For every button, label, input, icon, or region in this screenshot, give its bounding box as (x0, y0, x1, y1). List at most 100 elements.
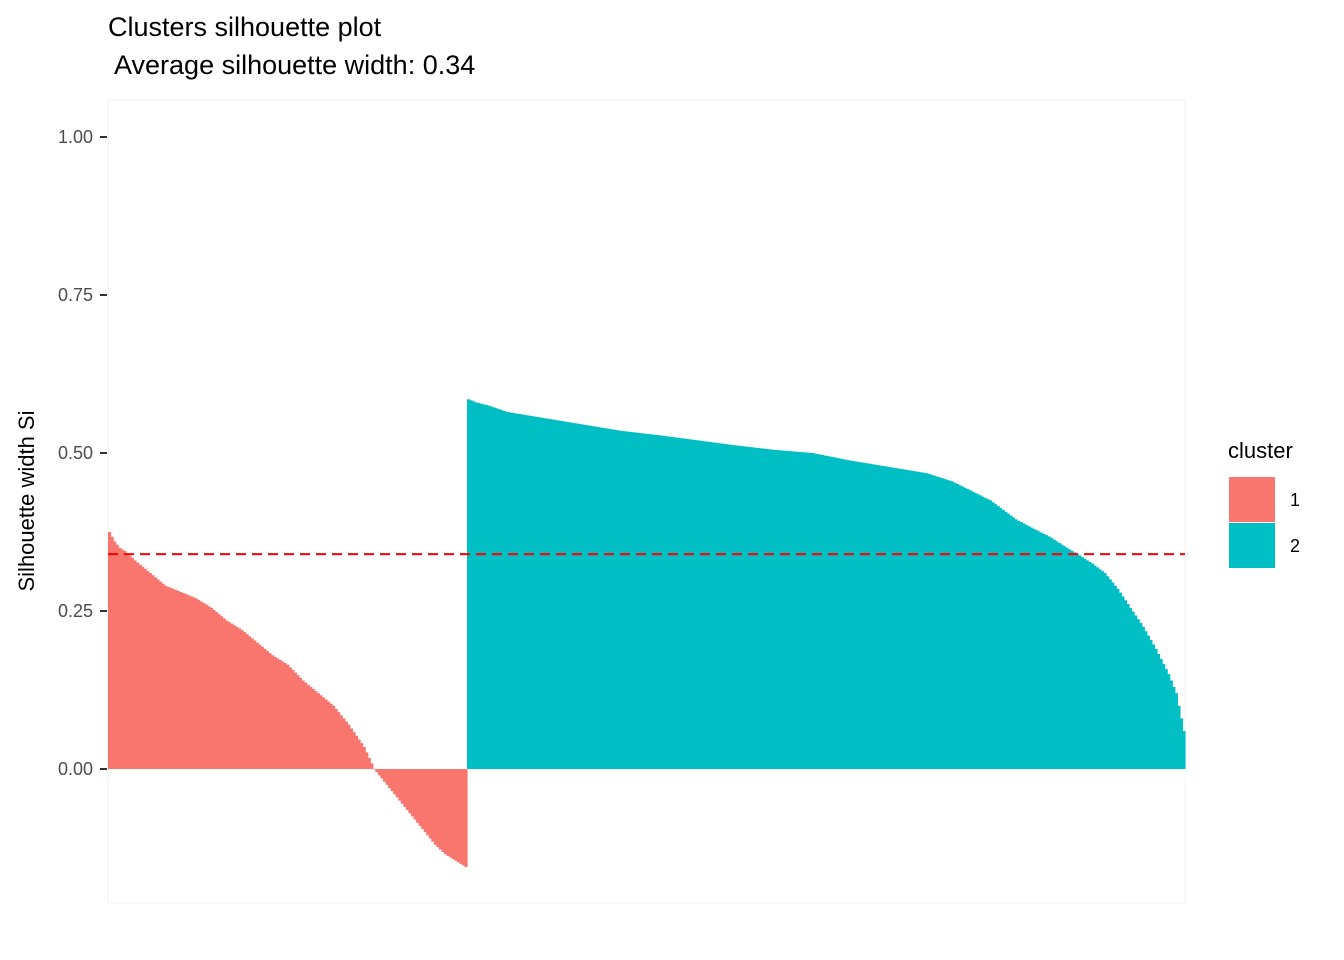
bar-cluster-2 (545, 418, 550, 769)
bar-cluster-2 (1037, 531, 1041, 769)
bar-cluster-1 (166, 586, 170, 769)
legend-swatch-2 (1229, 523, 1275, 568)
bar-cluster-2 (752, 447, 756, 769)
bar-cluster-1 (270, 655, 275, 769)
bar-cluster-2 (772, 449, 776, 769)
bar-cluster-2 (800, 452, 804, 769)
bar-cluster-2 (635, 432, 639, 769)
bar-cluster-2 (1169, 680, 1173, 769)
bar-cluster-2 (856, 461, 860, 769)
bar-cluster-2 (1179, 718, 1184, 769)
bar-cluster-2 (1088, 561, 1092, 769)
bar-cluster-2 (887, 466, 891, 769)
bar-cluster-1 (344, 721, 348, 769)
bar-cluster-2 (831, 457, 835, 769)
bar-cluster-2 (818, 454, 822, 769)
bar-cluster-2 (642, 433, 646, 769)
bar-cluster-1 (352, 732, 356, 769)
bar-cluster-1 (169, 587, 173, 769)
bar-cluster-2 (910, 470, 914, 769)
bar-cluster-1 (118, 547, 122, 769)
bar-cluster-1 (161, 583, 165, 769)
y-tick-label: 0.25 (58, 601, 93, 621)
bar-cluster-1 (110, 536, 114, 769)
bar-cluster-2 (823, 455, 827, 769)
bar-cluster-2 (1001, 509, 1005, 769)
bar-cluster-1 (242, 632, 247, 769)
bar-cluster-2 (736, 445, 741, 769)
bar-cluster-2 (619, 430, 623, 769)
bar-cluster-2 (820, 455, 825, 769)
bar-cluster-2 (1154, 648, 1158, 769)
bar-cluster-2 (1118, 592, 1122, 769)
bar-cluster-2 (871, 464, 875, 769)
bar-cluster-2 (1009, 515, 1013, 769)
bar-cluster-2 (487, 405, 491, 769)
bar-cluster-2 (935, 476, 939, 769)
bar-cluster-2 (792, 451, 797, 769)
bar-cluster-1 (258, 644, 262, 769)
bar-cluster-2 (828, 456, 832, 769)
bar-cluster-2 (586, 425, 590, 769)
bar-cluster-2 (1095, 567, 1100, 769)
bar-cluster-2 (670, 436, 674, 769)
bar-cluster-2 (571, 422, 575, 769)
bar-cluster-2 (775, 450, 779, 769)
bar-cluster-1 (265, 651, 270, 769)
bar-cluster-2 (1174, 693, 1178, 769)
bar-cluster-1 (130, 558, 135, 769)
bar-cluster-2 (749, 447, 753, 769)
bar-cluster-2 (1159, 659, 1163, 769)
bar-cluster-1 (291, 669, 295, 769)
bar-cluster-1 (395, 769, 399, 798)
bar-cluster-2 (607, 428, 611, 769)
bar-cluster-1 (138, 564, 142, 769)
bar-cluster-2 (652, 434, 657, 769)
bar-cluster-2 (599, 427, 603, 769)
bar-cluster-1 (428, 769, 432, 839)
bar-cluster-2 (1103, 573, 1107, 769)
bar-cluster-2 (787, 451, 791, 769)
bar-cluster-2 (1052, 539, 1056, 769)
bar-cluster-2 (520, 414, 524, 769)
legend-label-1: 1 (1290, 490, 1300, 510)
bar-cluster-1 (423, 769, 427, 833)
bar-cluster-1 (220, 616, 224, 769)
bar-cluster-1 (171, 588, 175, 769)
bar-cluster-1 (301, 680, 305, 769)
bar-cluster-2 (1144, 631, 1148, 769)
bar-cluster-2 (1134, 615, 1138, 769)
bar-cluster-1 (245, 634, 249, 769)
bar-cluster-2 (566, 422, 570, 769)
bar-cluster-2 (1083, 558, 1087, 769)
bar-cluster-1 (372, 769, 376, 770)
bar-cluster-2 (938, 477, 942, 769)
bar-cluster-2 (706, 441, 710, 769)
bar-cluster-2 (558, 420, 562, 769)
bar-cluster-2 (968, 490, 972, 769)
bar-cluster-2 (624, 431, 629, 769)
bar-cluster-2 (927, 474, 931, 769)
bar-cluster-2 (573, 423, 578, 769)
bar-cluster-2 (1039, 532, 1044, 769)
bar-cluster-2 (1042, 533, 1046, 769)
legend-swatch-1 (1229, 477, 1275, 522)
bar-cluster-2 (528, 415, 532, 769)
bar-cluster-1 (240, 629, 244, 769)
bar-cluster-2 (739, 446, 743, 769)
bar-cluster-1 (347, 724, 351, 769)
bar-cluster-2 (966, 489, 970, 769)
bar-cluster-2 (1090, 563, 1094, 769)
bar-cluster-1 (278, 659, 282, 769)
bar-cluster-2 (622, 431, 626, 769)
bar-cluster-2 (688, 439, 692, 769)
bar-cluster-2 (685, 439, 690, 769)
bar-cluster-1 (418, 769, 422, 826)
bar-cluster-2 (948, 480, 952, 769)
bar-cluster-2 (657, 435, 662, 769)
bar-cluster-2 (696, 440, 700, 769)
bar-cluster-2 (474, 402, 478, 769)
bar-cluster-2 (632, 432, 636, 769)
bar-cluster-2 (876, 465, 881, 769)
